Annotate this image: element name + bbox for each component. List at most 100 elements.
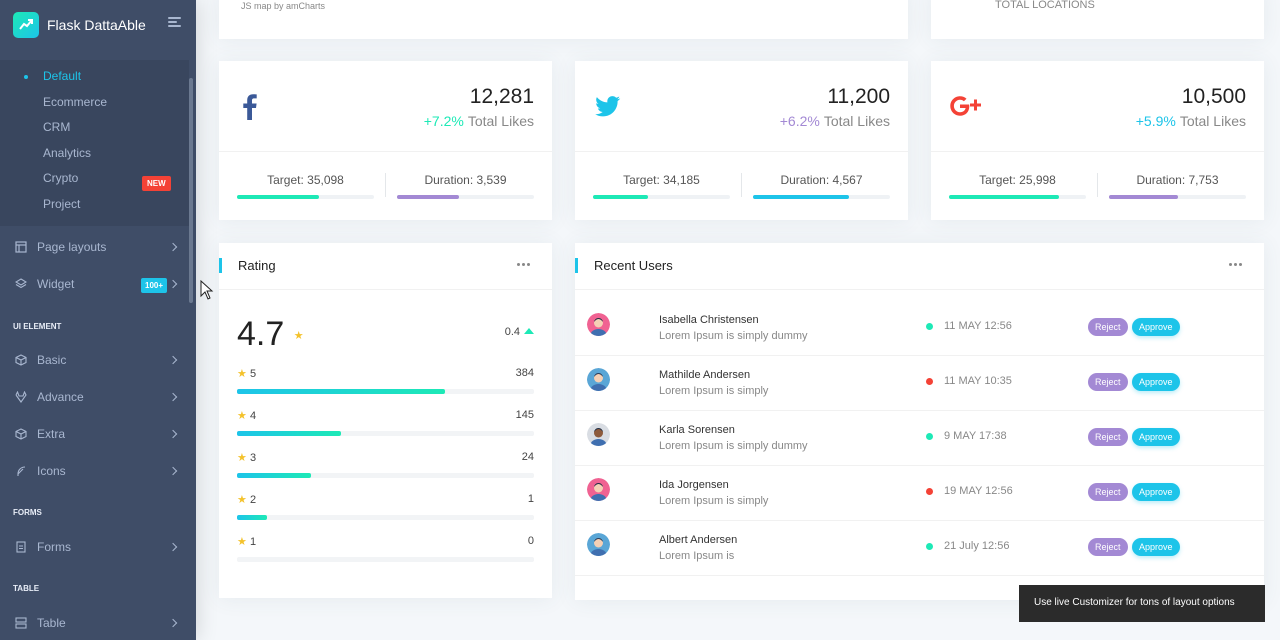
sidebar-item-advance[interactable]: Advance [0, 387, 189, 407]
caret-up-icon [524, 328, 534, 334]
more-horizontal-icon[interactable] [517, 263, 530, 266]
rating-row-label: ★ 1 [237, 535, 256, 548]
sidebar-item-label: Icons [37, 464, 66, 478]
submenu-item-project[interactable]: Project [43, 197, 81, 211]
duration-progress [1109, 195, 1246, 199]
rating-value: 4.7 [237, 315, 285, 353]
approve-button[interactable]: Approve [1132, 373, 1180, 391]
reject-button[interactable]: Reject [1088, 538, 1128, 556]
submenu-item-analytics[interactable]: Analytics [43, 146, 92, 160]
target-progress [593, 195, 730, 199]
sidebar-item-label: Extra [37, 427, 66, 441]
total-locations-label: TOTAL LOCATIONS [995, 0, 1095, 11]
sidebar-item-widget[interactable]: Widget 100+ [0, 274, 189, 294]
divider [1097, 173, 1098, 197]
rating-row-fill [237, 389, 445, 394]
submenu-item-crm[interactable]: CRM [43, 120, 71, 134]
reject-button[interactable]: Reject [1088, 428, 1128, 446]
rating-delta-value: 0.4 [504, 326, 520, 338]
chevron-right-icon [168, 466, 178, 476]
likes-count: 11,200 [827, 85, 890, 108]
card-title: Recent Users [594, 258, 673, 273]
user-name: Karla Sorensen [659, 424, 735, 436]
menu-toggle-icon[interactable] [168, 17, 181, 29]
star-icon: ★ [237, 494, 247, 506]
more-horizontal-icon[interactable] [1229, 263, 1242, 266]
map-credit: JS map by amCharts [241, 1, 326, 11]
star-icon: ★ [237, 536, 247, 548]
sidebar-item-label: Page layouts [37, 240, 107, 254]
user-date: 19 MAY 12:56 [944, 485, 1013, 497]
submenu-item-crypto[interactable]: Crypto [43, 171, 79, 185]
likes-subtitle: +6.2% Total Likes [780, 113, 890, 129]
rating-row-bar [237, 431, 534, 436]
sidebar-item-page-layouts[interactable]: Page layouts [0, 237, 189, 257]
rating-row-label: ★ 5 [237, 367, 256, 380]
approve-button[interactable]: Approve [1132, 428, 1180, 446]
card-title: Rating [238, 258, 276, 273]
likes-count: 12,281 [469, 85, 534, 108]
likes-label: Total Likes [1179, 113, 1246, 129]
likes-subtitle: +7.2% Total Likes [424, 113, 534, 129]
brand[interactable]: Flask DattaAble [0, 0, 196, 50]
target-progress-fill [593, 195, 648, 199]
rating-row-fill [237, 515, 267, 520]
new-badge: NEW [142, 176, 171, 191]
avatar [587, 368, 610, 391]
duration-progress-fill [397, 195, 459, 199]
twitter-card: 11,200 +6.2% Total Likes Target: 34,185 D… [575, 61, 908, 220]
dashboard-submenu: Default Ecommerce CRM Analytics Crypto P… [0, 60, 189, 226]
facebook-icon [243, 94, 257, 120]
rating-row-label: ★ 2 [237, 493, 256, 506]
package-icon [15, 428, 27, 440]
target-stat: Target: 34,185 [623, 173, 700, 187]
chevron-right-icon [168, 618, 178, 628]
reject-button[interactable]: Reject [1088, 318, 1128, 336]
google-plus-card: 10,500 +5.9% Total Likes Target: 25,998 D… [931, 61, 1264, 220]
mouse-cursor-icon [200, 280, 214, 300]
sidebar-item-forms[interactable]: Forms [0, 537, 189, 557]
sidebar-item-table[interactable]: Table [0, 613, 189, 633]
status-dot [926, 323, 933, 330]
reject-button[interactable]: Reject [1088, 483, 1128, 501]
submenu-item-default[interactable]: Default [43, 69, 82, 83]
recent-users-card: Recent Users Isabella Christensen Lorem I… [575, 243, 1264, 600]
duration-stat: Duration: 4,567 [780, 173, 863, 187]
approve-button[interactable]: Approve [1132, 318, 1180, 336]
avatar [587, 533, 610, 556]
sidebar: Flask DattaAble Default Ecommerce CRM An… [0, 0, 196, 640]
stars-value: 4 [249, 410, 257, 422]
layers-icon [15, 278, 27, 289]
chevron-right-icon [168, 429, 178, 439]
rating-row-bar [237, 473, 534, 478]
rating-row-bar [237, 557, 534, 562]
star-icon: ★ [237, 410, 247, 422]
status-dot [926, 433, 933, 440]
chevron-right-icon [168, 392, 178, 402]
rating-score: 4.7 ★ [237, 315, 304, 354]
sidebar-item-basic[interactable]: Basic [0, 350, 189, 370]
approve-button[interactable]: Approve [1132, 538, 1180, 556]
user-date: 11 MAY 12:56 [944, 320, 1012, 332]
target-progress-fill [237, 195, 320, 199]
duration-stat: Duration: 3,539 [424, 173, 507, 187]
sidebar-scrollbar[interactable] [189, 78, 193, 303]
rating-row-fill [237, 473, 312, 478]
duration-stat: Duration: 7,753 [1136, 173, 1219, 187]
rating-row-label: ★ 3 [237, 451, 256, 464]
customizer-toast[interactable]: Use live Customizer for tons of layout o… [1019, 585, 1265, 622]
likes-pct: +6.2% [779, 113, 820, 129]
approve-button[interactable]: Approve [1132, 483, 1180, 501]
stars-value: 1 [249, 536, 257, 548]
user-description: Lorem Ipsum is simply [659, 385, 769, 397]
rating-row-count: 1 [527, 493, 534, 505]
submenu-item-ecommerce[interactable]: Ecommerce [43, 95, 108, 109]
likes-count: 10,500 [1181, 85, 1246, 108]
rating-row-label: ★ 4 [237, 409, 256, 422]
sidebar-item-icons[interactable]: Icons [0, 461, 189, 481]
target-stat: Target: 25,998 [979, 173, 1056, 187]
sidebar-item-extra[interactable]: Extra [0, 424, 189, 444]
total-locations-card: TOTAL LOCATIONS [931, 0, 1264, 39]
reject-button[interactable]: Reject [1088, 373, 1128, 391]
server-icon [15, 617, 27, 629]
